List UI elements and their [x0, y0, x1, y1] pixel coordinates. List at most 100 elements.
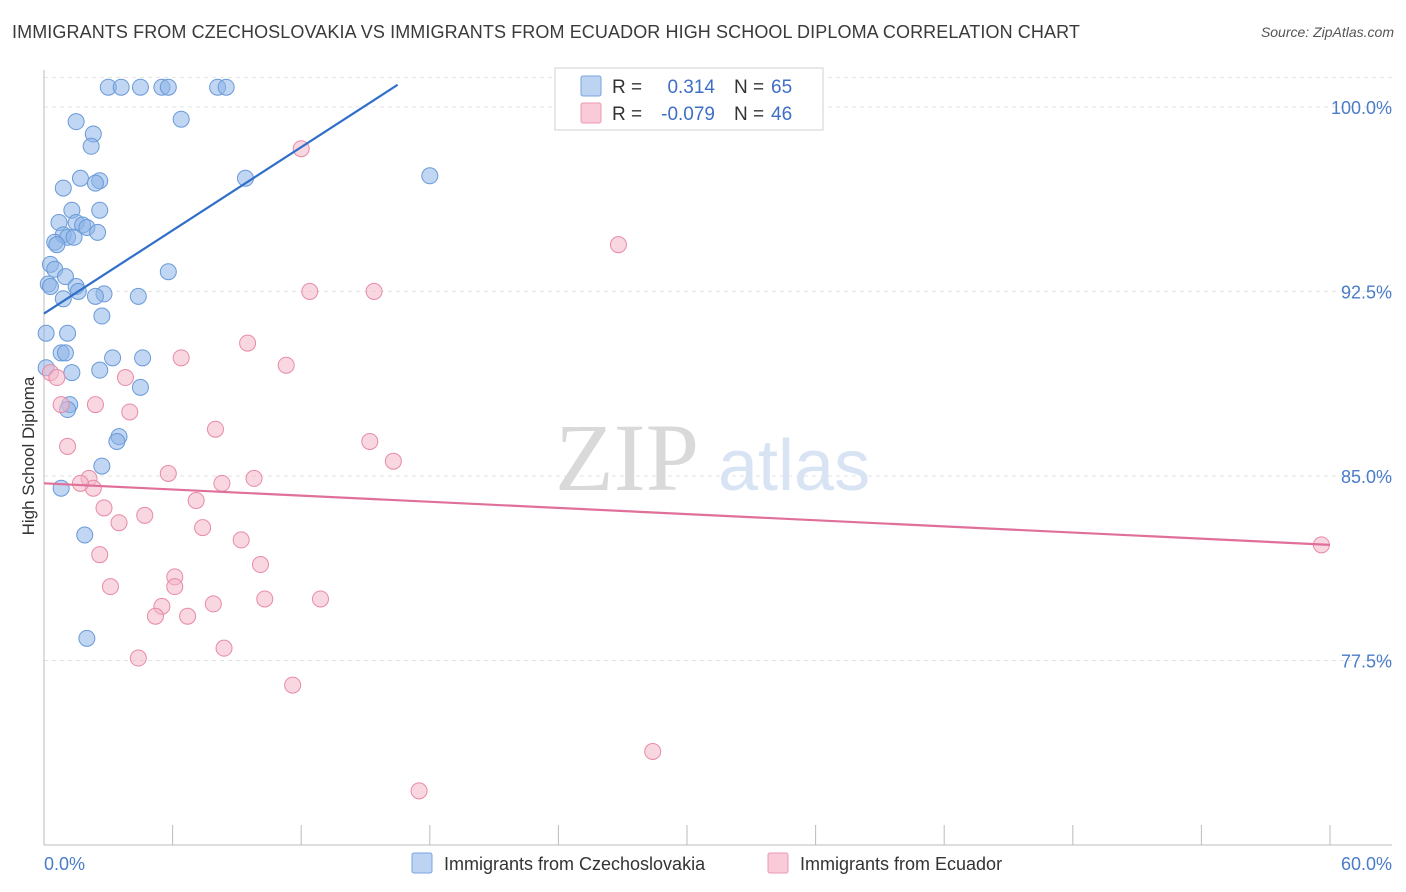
- point-czechoslovakia: [93, 457, 111, 475]
- legend-r-label-1: R =: [612, 104, 642, 125]
- point-czechoslovakia: [76, 526, 94, 544]
- point-ecuador: [609, 236, 627, 254]
- point-ecuador: [213, 474, 231, 492]
- point-czechoslovakia: [67, 113, 85, 131]
- point-ecuador: [48, 369, 66, 387]
- x-tick-label-max: 60.0%: [1341, 854, 1392, 874]
- gridlines: [44, 76, 1392, 661]
- point-ecuador: [384, 452, 402, 470]
- point-ecuador: [116, 369, 134, 387]
- watermark-zip: ZIP: [555, 404, 699, 511]
- point-ecuador: [410, 782, 428, 800]
- point-ecuador: [86, 396, 104, 414]
- x-ticks: [43, 825, 1331, 845]
- bottom-legend-swatch-ecuador: [767, 852, 789, 874]
- point-ecuador: [301, 282, 319, 300]
- point-czechoslovakia: [82, 137, 100, 155]
- point-ecuador: [239, 334, 257, 352]
- point-ecuador: [215, 639, 233, 657]
- point-czechoslovakia: [56, 268, 74, 286]
- trend-line-czechoslovakia: [43, 83, 399, 315]
- trend-lines: [43, 83, 1331, 546]
- point-ecuador: [166, 578, 184, 596]
- point-czechoslovakia: [71, 169, 89, 187]
- point-ecuador: [101, 578, 119, 596]
- point-ecuador: [361, 433, 379, 451]
- legend-r-value-1: -0.079: [661, 104, 715, 125]
- series-legend: Immigrants from Czechoslovakia Immigrant…: [411, 852, 1002, 874]
- point-ecuador: [91, 546, 109, 564]
- point-ecuador: [256, 590, 274, 608]
- bottom-legend-swatch-czechoslovakia: [411, 852, 433, 874]
- point-czechoslovakia: [91, 361, 109, 379]
- legend-r-label-0: R =: [612, 77, 642, 98]
- point-czechoslovakia: [159, 78, 177, 96]
- point-ecuador: [187, 492, 205, 510]
- point-czechoslovakia: [37, 324, 55, 342]
- point-ecuador: [172, 349, 190, 367]
- point-ecuador: [179, 607, 197, 625]
- point-ecuador: [365, 282, 383, 300]
- point-czechoslovakia: [131, 378, 149, 396]
- legend-r-value-0: 0.314: [667, 77, 715, 98]
- legend-n-value-1: 46: [771, 104, 792, 125]
- point-czechoslovakia: [65, 228, 83, 246]
- point-ecuador: [159, 464, 177, 482]
- point-ecuador: [121, 403, 139, 421]
- point-czechoslovakia: [89, 223, 107, 241]
- point-ecuador: [129, 649, 147, 667]
- point-ecuador: [110, 514, 128, 532]
- point-czechoslovakia: [41, 278, 59, 296]
- point-ecuador: [206, 420, 224, 438]
- point-ecuador: [59, 437, 77, 455]
- point-czechoslovakia: [54, 179, 72, 197]
- point-czechoslovakia: [129, 287, 147, 305]
- y-tick-label: 92.5%: [1341, 282, 1392, 302]
- bottom-legend-label-czechoslovakia: Immigrants from Czechoslovakia: [444, 854, 706, 874]
- point-czechoslovakia: [59, 324, 77, 342]
- point-czechoslovakia: [112, 78, 130, 96]
- point-czechoslovakia: [78, 629, 96, 647]
- point-czechoslovakia: [108, 433, 126, 451]
- point-ecuador: [95, 499, 113, 517]
- y-tick-label: 100.0%: [1331, 98, 1392, 118]
- point-ecuador: [311, 590, 329, 608]
- x-tick-label-min: 0.0%: [44, 854, 85, 874]
- point-ecuador: [136, 506, 154, 524]
- point-ecuador: [277, 356, 295, 374]
- point-czechoslovakia: [86, 287, 104, 305]
- watermark-atlas: atlas: [718, 426, 870, 506]
- y-axis-label: High School Diploma: [19, 376, 38, 535]
- trend-line-ecuador: [43, 482, 1331, 546]
- legend-n-label-1: N =: [734, 104, 764, 125]
- series-ecuador-points: [41, 140, 1330, 800]
- point-ecuador: [251, 556, 269, 574]
- point-czechoslovakia: [91, 201, 109, 219]
- point-ecuador: [245, 469, 263, 487]
- y-tick-label: 77.5%: [1341, 651, 1392, 671]
- point-ecuador: [146, 607, 164, 625]
- watermark: ZIP atlas: [555, 404, 870, 511]
- source-label: Source: ZipAtlas.com: [1260, 24, 1394, 40]
- point-ecuador: [204, 595, 222, 613]
- axes: [43, 70, 1392, 846]
- legend-n-value-0: 65: [771, 77, 792, 98]
- point-czechoslovakia: [217, 78, 235, 96]
- point-czechoslovakia: [48, 236, 66, 254]
- point-czechoslovakia: [172, 110, 190, 128]
- point-czechoslovakia: [86, 174, 104, 192]
- point-czechoslovakia: [56, 344, 74, 362]
- legend-swatch-czechoslovakia: [580, 75, 602, 97]
- correlation-legend: R = 0.314 N = 65 R = -0.079 N = 46: [554, 67, 824, 131]
- point-ecuador: [232, 531, 250, 549]
- point-ecuador: [644, 743, 662, 761]
- chart-title: IMMIGRANTS FROM CZECHOSLOVAKIA VS IMMIGR…: [12, 22, 1080, 42]
- point-czechoslovakia: [93, 307, 111, 325]
- point-ecuador: [52, 396, 70, 414]
- point-czechoslovakia: [159, 263, 177, 281]
- y-tick-label: 85.0%: [1341, 467, 1392, 487]
- legend-n-label-0: N =: [734, 77, 764, 98]
- point-czechoslovakia: [52, 479, 70, 497]
- point-czechoslovakia: [134, 349, 152, 367]
